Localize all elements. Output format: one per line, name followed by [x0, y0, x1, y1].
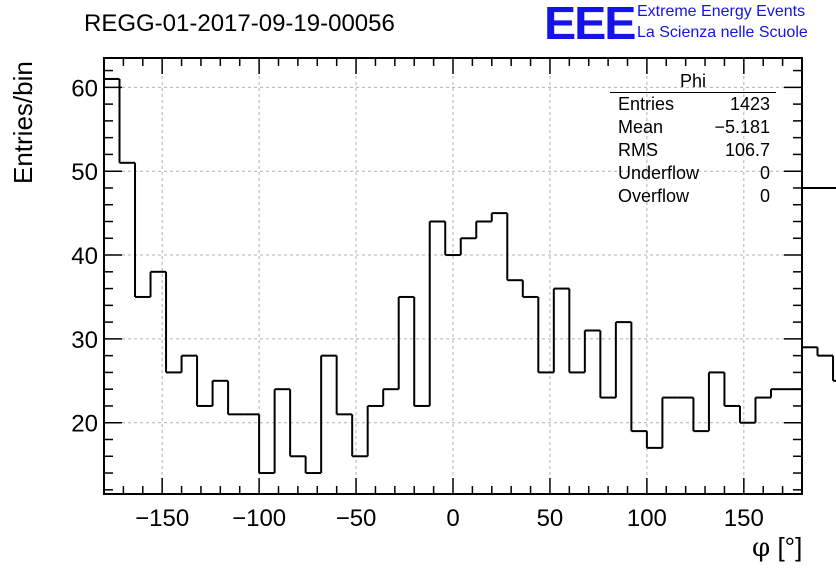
- logo-line-1: Extreme Energy Events: [637, 3, 806, 20]
- stats-value: 0: [759, 163, 770, 183]
- stats-row-rms: RMS 106.7: [610, 139, 776, 162]
- y-tick-label: 60: [71, 75, 98, 102]
- x-axis-unit: [°]: [777, 532, 803, 562]
- y-tick-label: 40: [71, 243, 98, 270]
- tick-labels: −150 −100 −50 0 50 100 150 20 30 40 50 60: [71, 75, 764, 532]
- stats-label: Mean: [618, 117, 664, 137]
- chart-title: REGG-01-2017-09-19-00056: [84, 10, 395, 37]
- x-tick-label: −100: [232, 505, 286, 532]
- stats-row-mean: Mean −5.181: [610, 116, 776, 139]
- stats-label: RMS: [618, 140, 658, 160]
- y-tick-label: 50: [71, 159, 98, 186]
- x-tick-label: −50: [336, 505, 377, 532]
- stats-row-overflow: Overflow 0: [610, 185, 776, 208]
- stats-box: Phi Entries 1423 Mean −5.181 RMS 106.7 U…: [610, 70, 776, 208]
- x-tick-label: 100: [627, 505, 667, 532]
- x-tick-label: −150: [135, 505, 189, 532]
- eee-logo: EEE: [544, 0, 636, 49]
- y-tick-label: 30: [71, 327, 98, 354]
- x-tick-label: 0: [446, 505, 459, 532]
- stats-title: Phi: [610, 70, 776, 93]
- logo-line-2: La Scienza nelle Scuole: [637, 24, 808, 41]
- stats-row-underflow: Underflow 0: [610, 162, 776, 185]
- stats-value: 1423: [729, 94, 770, 114]
- stats-label: Entries: [618, 94, 675, 114]
- x-axis-symbol: φ: [752, 533, 771, 563]
- stats-label: Overflow: [618, 186, 690, 206]
- stats-value: −5.181: [714, 117, 770, 137]
- stats-row-entries: Entries 1423: [610, 93, 776, 116]
- stats-label: Underflow: [618, 163, 700, 183]
- axis-ticks: [103, 58, 803, 494]
- x-tick-label: 150: [724, 505, 764, 532]
- y-axis-label: Entries/bin: [8, 61, 38, 184]
- y-tick-label: 20: [71, 411, 98, 438]
- x-axis-label: φ [°]: [752, 532, 802, 563]
- stats-value: 0: [759, 186, 770, 206]
- stats-value: 106.7: [724, 140, 770, 160]
- x-tick-label: 50: [537, 505, 564, 532]
